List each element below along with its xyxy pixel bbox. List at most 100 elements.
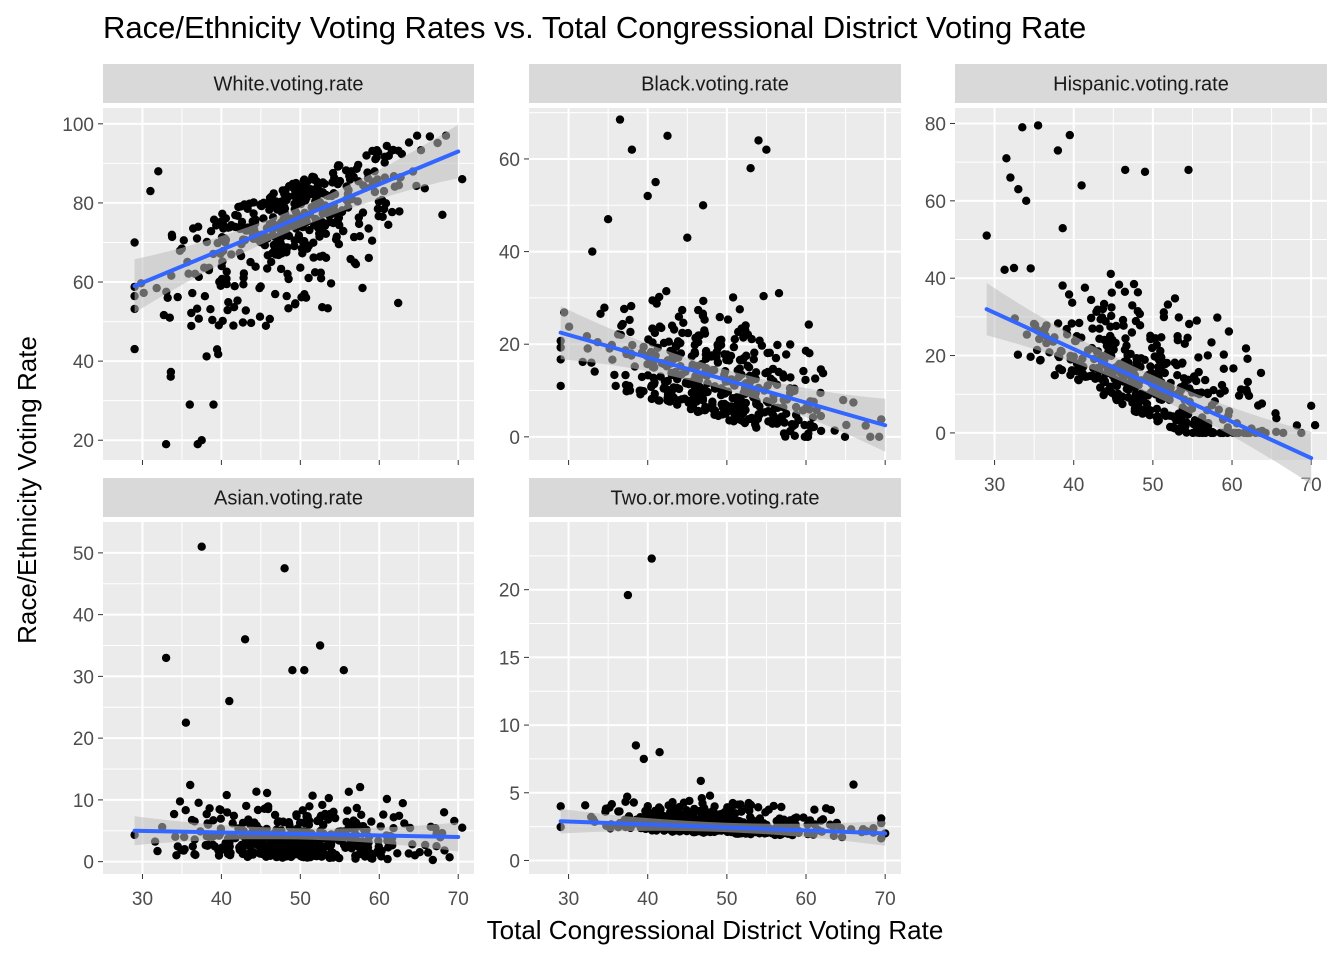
data-point [309, 253, 318, 262]
data-point [289, 191, 299, 200]
data-point [458, 823, 467, 832]
data-point [728, 394, 737, 403]
data-point [187, 321, 196, 331]
data-point [303, 244, 312, 253]
data-point [281, 837, 290, 846]
data-point [679, 318, 688, 327]
data-point [212, 345, 222, 354]
data-point [1065, 130, 1075, 140]
data-point [179, 236, 188, 245]
data-point [741, 405, 750, 415]
data-point [771, 353, 781, 363]
data-point [773, 340, 782, 350]
data-point [325, 853, 334, 863]
data-point [1209, 428, 1218, 438]
data-point [678, 305, 687, 315]
data-point [271, 289, 280, 299]
data-point [662, 287, 671, 296]
data-point [1026, 352, 1035, 361]
data-point [705, 791, 715, 800]
data-point [1310, 421, 1320, 430]
data-point [358, 208, 368, 217]
data-point [1074, 376, 1083, 385]
data-point [656, 805, 665, 814]
data-point [698, 201, 708, 210]
data-point [659, 384, 668, 393]
data-point [849, 780, 858, 789]
data-point [230, 282, 239, 291]
data-point [667, 389, 676, 398]
data-point [754, 410, 763, 419]
data-point [382, 794, 392, 804]
facet-panels: White.voting.rate20406080100Black.voting… [62, 64, 1327, 910]
data-point [675, 802, 684, 812]
data-point [349, 232, 359, 242]
data-point [1146, 331, 1155, 340]
data-point [804, 320, 813, 329]
data-point [334, 213, 344, 222]
data-point [384, 220, 393, 229]
data-point [163, 293, 172, 302]
data-point [161, 653, 171, 663]
data-point [1058, 281, 1067, 290]
x-tick-label: 60 [1221, 475, 1242, 496]
data-point [372, 146, 382, 155]
data-point [620, 304, 629, 314]
data-point [257, 201, 266, 211]
data-point [1203, 388, 1212, 397]
data-point [263, 264, 272, 273]
data-point [1168, 422, 1177, 432]
data-point [631, 741, 641, 750]
data-point [1180, 339, 1190, 348]
data-point [731, 809, 740, 818]
data-point [674, 384, 684, 394]
data-point [1153, 412, 1162, 421]
trend-line [984, 307, 1314, 461]
data-point [673, 400, 682, 409]
data-point [734, 393, 744, 402]
data-point [334, 161, 343, 170]
data-point [877, 814, 886, 823]
data-point [209, 215, 219, 224]
data-point [556, 802, 565, 811]
data-point [267, 193, 276, 202]
y-tick-label: 20 [499, 335, 520, 356]
data-point [187, 308, 196, 318]
data-point [222, 267, 231, 276]
data-point [809, 422, 818, 432]
data-point [222, 274, 231, 283]
data-point [772, 816, 781, 826]
data-point [1148, 343, 1157, 353]
data-point [258, 843, 267, 853]
data-point [1201, 375, 1210, 385]
x-tick-label: 50 [1142, 475, 1163, 496]
data-point [648, 296, 657, 305]
data-point [1179, 374, 1189, 383]
data-point [1087, 313, 1096, 323]
data-point [1224, 327, 1234, 336]
data-point [1036, 355, 1045, 365]
facet-strip-label: Asian.voting.rate [214, 488, 363, 510]
x-tick-label: 40 [637, 889, 658, 910]
data-point [297, 195, 307, 204]
data-point [621, 380, 631, 390]
data-point [735, 305, 744, 314]
data-point [754, 803, 763, 812]
data-point [303, 812, 312, 821]
data-point [752, 423, 761, 432]
data-point [1157, 353, 1166, 362]
data-point [590, 367, 599, 376]
data-point [224, 298, 233, 307]
data-point [713, 358, 723, 367]
data-point [581, 801, 590, 810]
data-point [772, 419, 782, 428]
x-tick-label: 60 [369, 889, 390, 910]
data-point [1163, 300, 1173, 309]
data-point [1140, 167, 1150, 176]
data-point [423, 848, 433, 857]
data-point [774, 289, 784, 298]
data-point [331, 235, 341, 244]
data-point [1080, 283, 1090, 292]
data-point [259, 214, 268, 223]
